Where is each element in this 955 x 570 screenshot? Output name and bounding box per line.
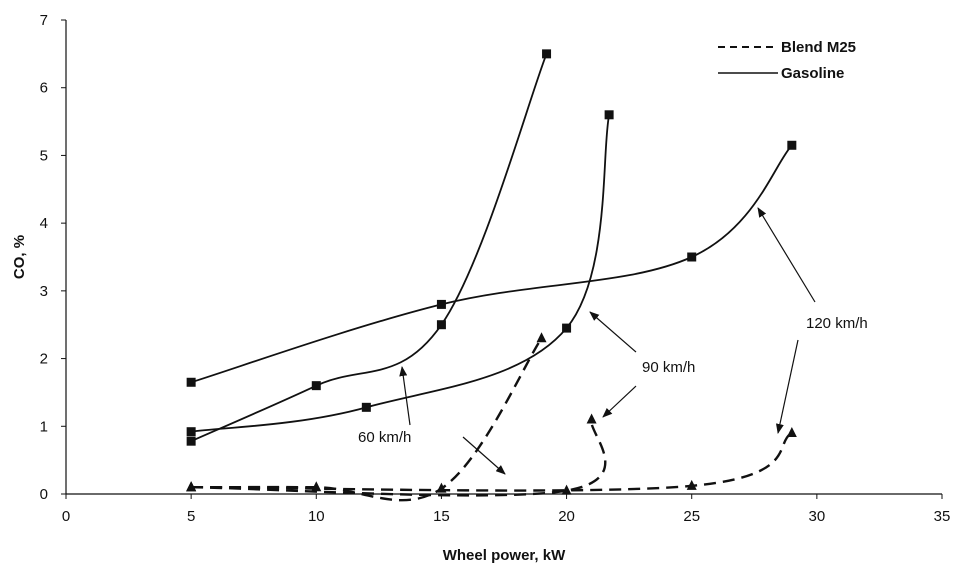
x-tick-label: 0 xyxy=(62,508,70,525)
data-point-gasoline-120-km-h xyxy=(787,140,797,150)
data-point-gasoline-90-km-h xyxy=(361,402,371,412)
series-markers xyxy=(186,49,797,495)
legend-label-blend-m25: Blend M25 xyxy=(781,39,856,56)
data-point-gasoline-120-km-h xyxy=(687,252,697,262)
annotation-arrow xyxy=(757,207,816,303)
annotation-arrow xyxy=(602,385,637,418)
ticks: 0 5 10 15 20 25 30 35 0 1 2 3 4 5 6 7 xyxy=(40,12,951,525)
y-tick-label: 4 xyxy=(40,215,48,232)
x-tick-label: 25 xyxy=(683,508,700,525)
data-point-blend-m25-120-km-h xyxy=(186,481,197,492)
legend-label-gasoline: Gasoline xyxy=(781,65,844,82)
annotation-arrow xyxy=(589,311,637,353)
annotation-label: 120 km/h xyxy=(806,315,868,332)
x-tick-label: 20 xyxy=(558,508,575,525)
y-tick-label: 7 xyxy=(40,12,48,29)
annotation-label: 60 km/h xyxy=(358,429,411,446)
data-point-gasoline-90-km-h xyxy=(604,110,614,120)
annotation-arrow xyxy=(399,366,411,426)
y-tick-label: 3 xyxy=(40,283,48,300)
legend: Blend M25 Gasoline xyxy=(718,39,856,82)
axes xyxy=(65,20,942,495)
data-point-gasoline-60-km-h xyxy=(186,436,196,446)
data-point-blend-m25-90-km-h xyxy=(586,413,597,424)
y-axis-title: CO, % xyxy=(11,235,28,279)
data-point-gasoline-90-km-h xyxy=(562,323,572,333)
x-tick-label: 30 xyxy=(809,508,826,525)
series-line-blend-m25-90-km-h xyxy=(191,419,607,497)
series-line-blend-m25-60-km-h xyxy=(191,337,543,502)
data-point-blend-m25-120-km-h xyxy=(686,479,697,490)
series-line-gasoline-60-km-h xyxy=(190,53,548,443)
y-tick-label: 1 xyxy=(40,418,48,435)
y-tick-label: 0 xyxy=(40,486,48,503)
data-point-gasoline-60-km-h xyxy=(542,49,552,59)
y-tick-label: 6 xyxy=(40,80,48,97)
annotation-arrow xyxy=(462,436,506,475)
data-point-gasoline-60-km-h xyxy=(311,381,321,391)
data-point-gasoline-120-km-h xyxy=(186,377,196,387)
data-point-blend-m25-60-km-h xyxy=(436,482,447,493)
series-line-gasoline-120-km-h xyxy=(190,144,793,384)
x-tick-label: 10 xyxy=(308,508,325,525)
annotation-arrow xyxy=(775,339,799,434)
x-tick-label: 5 xyxy=(187,508,195,525)
x-tick-label: 15 xyxy=(433,508,450,525)
x-tick-label: 35 xyxy=(934,508,951,525)
data-point-gasoline-120-km-h xyxy=(436,299,446,309)
data-point-blend-m25-60-km-h xyxy=(311,481,322,492)
annotations: 60 km/h 90 km/h 120 km/h xyxy=(358,207,868,475)
x-axis-title: Wheel power, kW xyxy=(443,547,566,564)
y-tick-label: 2 xyxy=(40,351,48,368)
series-line-blend-m25-120-km-h xyxy=(191,431,793,492)
data-point-blend-m25-60-km-h xyxy=(536,332,547,343)
data-point-blend-m25-90-km-h xyxy=(561,484,572,495)
series-line-gasoline-90-km-h xyxy=(191,114,611,433)
data-point-gasoline-90-km-h xyxy=(186,427,196,437)
series-lines xyxy=(190,53,793,502)
annotation-label: 90 km/h xyxy=(642,359,695,376)
y-tick-label: 5 xyxy=(40,147,48,164)
data-point-blend-m25-120-km-h xyxy=(786,427,797,438)
data-point-gasoline-60-km-h xyxy=(436,320,446,330)
